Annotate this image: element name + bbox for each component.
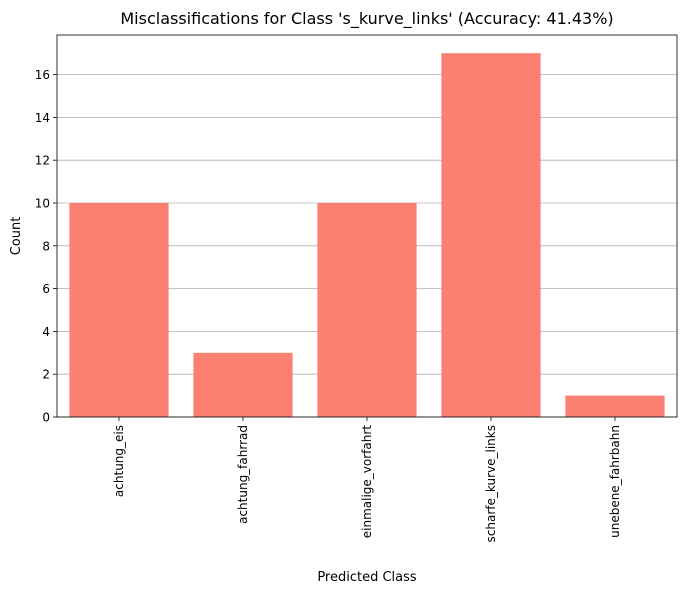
y-tick-label: 2 [42, 368, 50, 382]
y-tick-label: 10 [35, 196, 50, 210]
y-tick-label: 4 [42, 325, 50, 339]
chart-title: Misclassifications for Class 's_kurve_li… [120, 9, 613, 29]
bar-unebene_fahrbahn [565, 395, 665, 417]
y-tick-label: 8 [42, 239, 50, 253]
x-tick-label: scharfe_kurve_links [484, 425, 498, 542]
bar-scharfe_kurve_links [441, 53, 541, 417]
bar-achtung_fahrrad [193, 352, 293, 417]
y-ticks: 0 2 4 6 8 10 12 14 16 [35, 68, 57, 425]
y-tick-label: 16 [35, 68, 50, 82]
y-axis-label: Count [9, 217, 24, 256]
x-tick-label: achtung_fahrrad [236, 425, 250, 524]
y-tick-label: 6 [42, 282, 50, 296]
x-tick-label: achtung_eis [112, 425, 126, 497]
y-tick-label: 12 [35, 154, 50, 168]
bar-achtung_eis [69, 202, 169, 417]
x-tick-label: unebene_fahrbahn [608, 425, 622, 538]
y-tick-label: 14 [35, 111, 50, 125]
x-tick-label: einmalige_vorfahrt [360, 425, 374, 539]
bars [69, 53, 665, 417]
y-tick-label: 0 [42, 411, 50, 425]
x-axis-label: Predicted Class [317, 570, 417, 585]
bar-einmalige_vorfahrt [317, 202, 417, 417]
x-ticks: achtung_eis achtung_fahrrad einmalige_vorf… [112, 417, 622, 542]
